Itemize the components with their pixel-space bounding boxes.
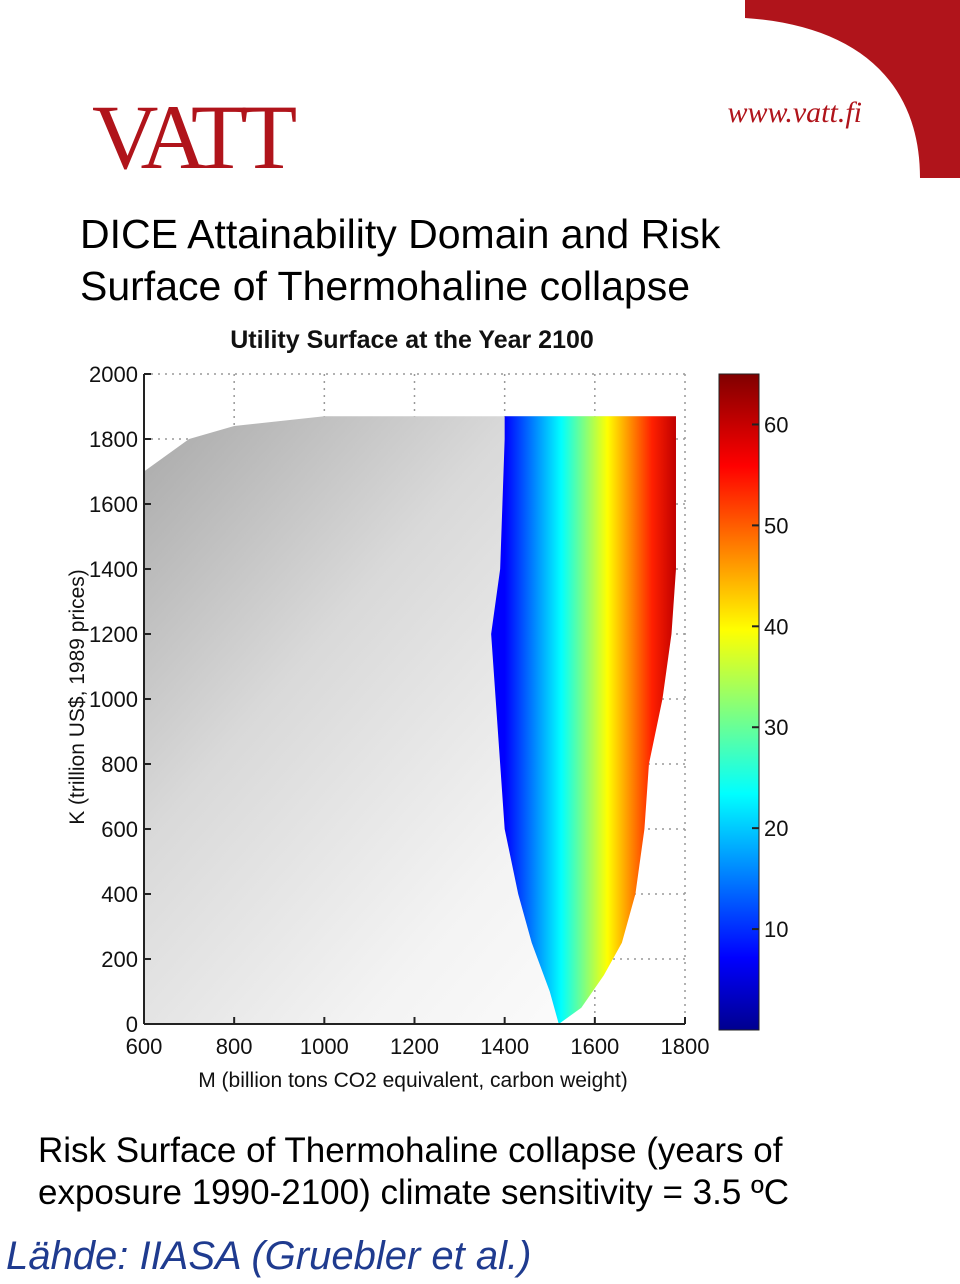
y-tick-label: 0 — [126, 1012, 138, 1037]
y-tick-label: 1200 — [89, 622, 138, 647]
y-tick-label: 1600 — [89, 492, 138, 517]
x-tick-label: 1400 — [480, 1034, 529, 1059]
x-tick-label: 1600 — [570, 1034, 619, 1059]
website-url[interactable]: www.vatt.fi — [727, 96, 862, 129]
x-tick-label: 1000 — [300, 1034, 349, 1059]
colorbar: 10 20 30 40 50 60 — [718, 373, 788, 1031]
colorbar-tick-label: 60 — [764, 412, 788, 437]
x-tick-label: 600 — [126, 1034, 163, 1059]
y-tick-label: 600 — [101, 817, 138, 842]
risk-surface — [491, 416, 676, 1024]
colorbar-tick-label: 20 — [764, 816, 788, 841]
colorbar-tick-label: 10 — [764, 917, 788, 942]
x-tick-label: 800 — [216, 1034, 253, 1059]
y-tick-label: 200 — [101, 947, 138, 972]
chart-title: Utility Surface at the Year 2100 — [230, 326, 594, 354]
x-tick-label: 1800 — [661, 1034, 710, 1059]
corner-decoration — [745, 0, 960, 178]
slide-title-line1: DICE Attainability Domain and Risk — [80, 211, 721, 257]
utility-surface-chart: Utility Surface at the Year 2100 K (tril… — [66, 326, 788, 1092]
vatt-logo: VATT — [92, 86, 297, 188]
figure-caption: Risk Surface of Thermohaline collapse (y… — [38, 1130, 938, 1214]
colorbar-tick-label: 30 — [764, 715, 788, 740]
y-tick-label: 400 — [101, 882, 138, 907]
slide-title: DICE Attainability Domain and Risk Surfa… — [80, 208, 840, 312]
caption-line1: Risk Surface of Thermohaline collapse (y… — [38, 1131, 783, 1170]
caption-line2: exposure 1990-2100) climate sensitivity … — [38, 1173, 790, 1212]
y-tick-label: 1400 — [89, 557, 138, 582]
slide-title-line2: Surface of Thermohaline collapse — [80, 263, 691, 309]
x-tick-label: 1200 — [390, 1034, 439, 1059]
y-tick-label: 800 — [101, 752, 138, 777]
y-tick-label: 1000 — [89, 687, 138, 712]
colorbar-gradient — [718, 373, 760, 1031]
colorbar-tick-label: 50 — [764, 513, 788, 538]
y-tick-label: 1800 — [89, 427, 138, 452]
colorbar-tick-label: 40 — [764, 614, 788, 639]
x-axis-label: M (billion tons CO2 equivalent, carbon w… — [198, 1069, 628, 1092]
y-axis-label: K (trillion US$, 1989 prices) — [66, 569, 89, 825]
plot-area: 0 200 400 600 800 1000 1200 1400 1600 1800 2000 600… — [89, 362, 709, 1059]
source-citation: Lähde: IIASA (Gruebler et al.) — [6, 1234, 532, 1278]
y-tick-label: 2000 — [89, 362, 138, 387]
